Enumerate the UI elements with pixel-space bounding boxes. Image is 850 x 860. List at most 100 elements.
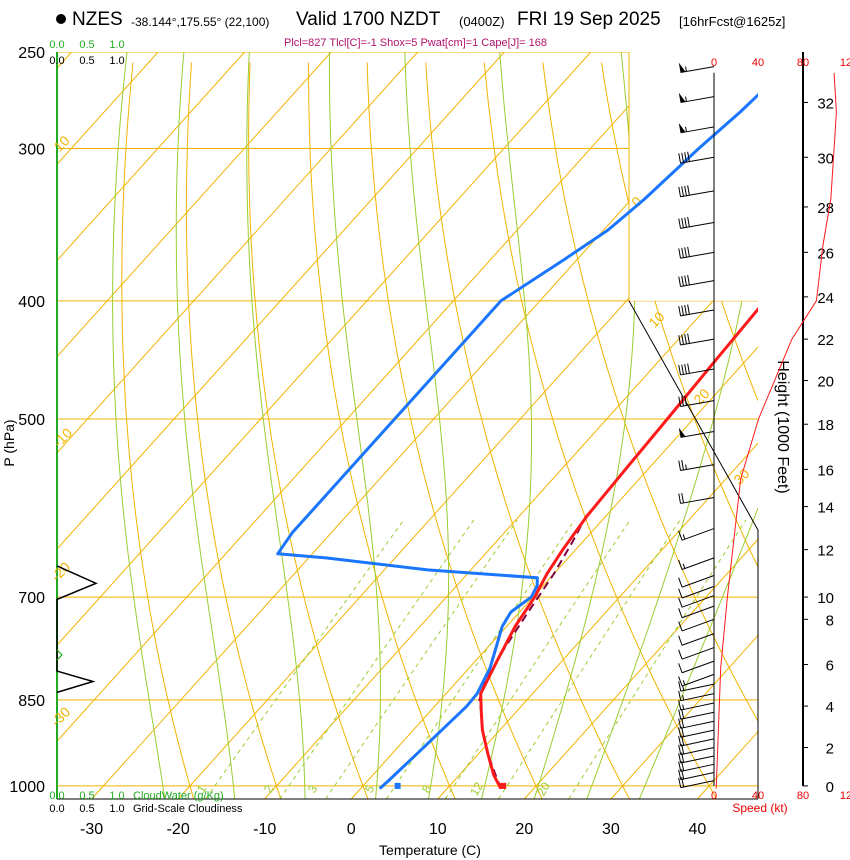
wind-barb-feather <box>684 152 687 163</box>
wind-barb-feather <box>687 216 690 227</box>
isotherm-line <box>57 52 505 799</box>
speed-tick-bottom: 12 <box>840 790 850 802</box>
wind-barb-staff <box>680 683 715 692</box>
wind-barb-staff <box>681 618 715 632</box>
sounding-params: Plcl=827 Tlcl[C]=-1 Shox=5 Pwat[cm]=1 Ca… <box>284 37 548 49</box>
wind-barb <box>678 735 715 747</box>
temperature-tick-label: -30 <box>80 821 103 838</box>
wind-barb-staff <box>680 222 715 229</box>
wind-barb-feather <box>681 364 684 375</box>
wind-barb-feather <box>678 621 683 632</box>
moist-adiabat <box>328 52 381 799</box>
height-tick-label: 24 <box>817 290 834 307</box>
wind-barb-feather <box>687 246 690 257</box>
cloudiness-tick-top: 0.5 <box>79 55 94 67</box>
mixing-ratio-line <box>444 519 631 799</box>
isotherm-label-minus30: -30 <box>48 704 74 730</box>
wind-barb-half <box>682 685 685 691</box>
height-tick-label: 0 <box>826 779 834 796</box>
wind-barb-staff <box>680 720 715 729</box>
wind-barb-staff <box>680 126 715 134</box>
isotherm-line <box>57 52 419 799</box>
wind-barb-staff <box>680 96 715 104</box>
mixing-ratio-label: 3 <box>305 782 321 795</box>
height-axis-title: Height (1000 Feet) <box>774 360 791 493</box>
wind-barb <box>678 726 715 738</box>
wind-barb-feather <box>687 304 690 315</box>
wind-barb-feather <box>678 727 682 738</box>
isotherm-label-10b: 10 <box>645 308 667 330</box>
mixing-ratio-label: 8 <box>419 782 435 795</box>
mixing-ratio-line <box>498 519 681 799</box>
dry-adiabat <box>483 62 718 799</box>
cloudwater-blip <box>56 649 63 661</box>
cloudwater-tick-bottom: 1.0 <box>109 790 124 802</box>
wind-barb <box>678 633 715 646</box>
wind-barb-staff <box>680 738 715 747</box>
cloudiness-tick-bottom: 0.0 <box>49 803 64 815</box>
pressure-tick-label: 250 <box>18 45 45 62</box>
speed-tick-bottom: 40 <box>752 790 764 802</box>
height-tick-label: 20 <box>817 374 834 391</box>
mixing-ratio-line <box>568 519 747 799</box>
height-tick-label: 2 <box>826 741 834 758</box>
cloudiness-tick-top: 0.0 <box>49 55 64 67</box>
wind-barb-feather <box>684 217 687 228</box>
height-tick-label: 32 <box>817 95 834 112</box>
wind-barb-staff <box>680 772 715 781</box>
dry-adiabat <box>308 62 456 799</box>
wind-barb <box>678 528 715 541</box>
dry-adiabat <box>836 63 850 800</box>
wind-barb-half <box>682 534 686 540</box>
wind-barb <box>678 151 715 164</box>
valid-time-zulu: (0400Z) <box>459 14 505 29</box>
wind-barb-feather <box>684 304 687 315</box>
wind-barb-half <box>682 704 685 710</box>
wind-barb-feather <box>684 334 687 345</box>
wind-barb-feather <box>681 152 684 163</box>
wind-barb <box>678 122 715 134</box>
wind-barb-feather <box>678 588 683 599</box>
moist-adiabat <box>112 52 168 799</box>
wind-barb-feather <box>678 276 682 287</box>
moist-adiabat <box>477 52 532 799</box>
wind-barb-staff <box>680 309 715 317</box>
wind-barb <box>678 673 715 687</box>
wind-barb-feather <box>678 597 683 608</box>
wind-barb-feather <box>678 777 682 788</box>
wind-barb <box>678 708 715 720</box>
wind-barb <box>678 585 715 599</box>
wind-barb-feather <box>678 761 682 772</box>
wind-barb <box>678 246 715 259</box>
wind-barb <box>678 700 715 711</box>
temperature-tick-label: 0 <box>347 821 356 838</box>
height-tick-label: 22 <box>817 332 834 349</box>
temperature-tick-label: 40 <box>689 821 707 838</box>
wind-barb-feather <box>687 274 690 286</box>
wind-barb-feather <box>684 185 687 196</box>
wind-barb <box>678 717 715 729</box>
height-tick-label: 4 <box>826 699 834 716</box>
wind-barb-staff <box>680 464 715 471</box>
moist-adiabat <box>581 52 758 799</box>
wind-barb-staff <box>681 575 715 588</box>
wind-barb-feather <box>678 365 682 376</box>
wind-barb <box>678 492 715 504</box>
wind-barb-staff <box>680 693 715 702</box>
dry-adiabat <box>542 62 758 799</box>
wind-barb-half <box>682 563 686 569</box>
mixing-ratio-line <box>325 519 518 799</box>
wind-barb-staff <box>680 400 715 408</box>
dry-adiabat <box>248 62 369 799</box>
pressure-tick-label: 700 <box>18 590 45 607</box>
wind-barb-feather <box>678 608 683 618</box>
pressure-tick-label: 1000 <box>9 779 45 796</box>
cloudwater-tick-top: 1.0 <box>109 39 124 51</box>
forecast-info: [16hrFcst@1625z] <box>679 14 786 29</box>
wind-barb-feather <box>681 396 684 407</box>
wind-barb <box>678 185 715 198</box>
wind-barb-staff <box>680 156 715 164</box>
wind-barb-feather <box>678 718 682 729</box>
wind-barb-feather <box>681 247 684 258</box>
height-tick-label: 18 <box>817 417 834 434</box>
